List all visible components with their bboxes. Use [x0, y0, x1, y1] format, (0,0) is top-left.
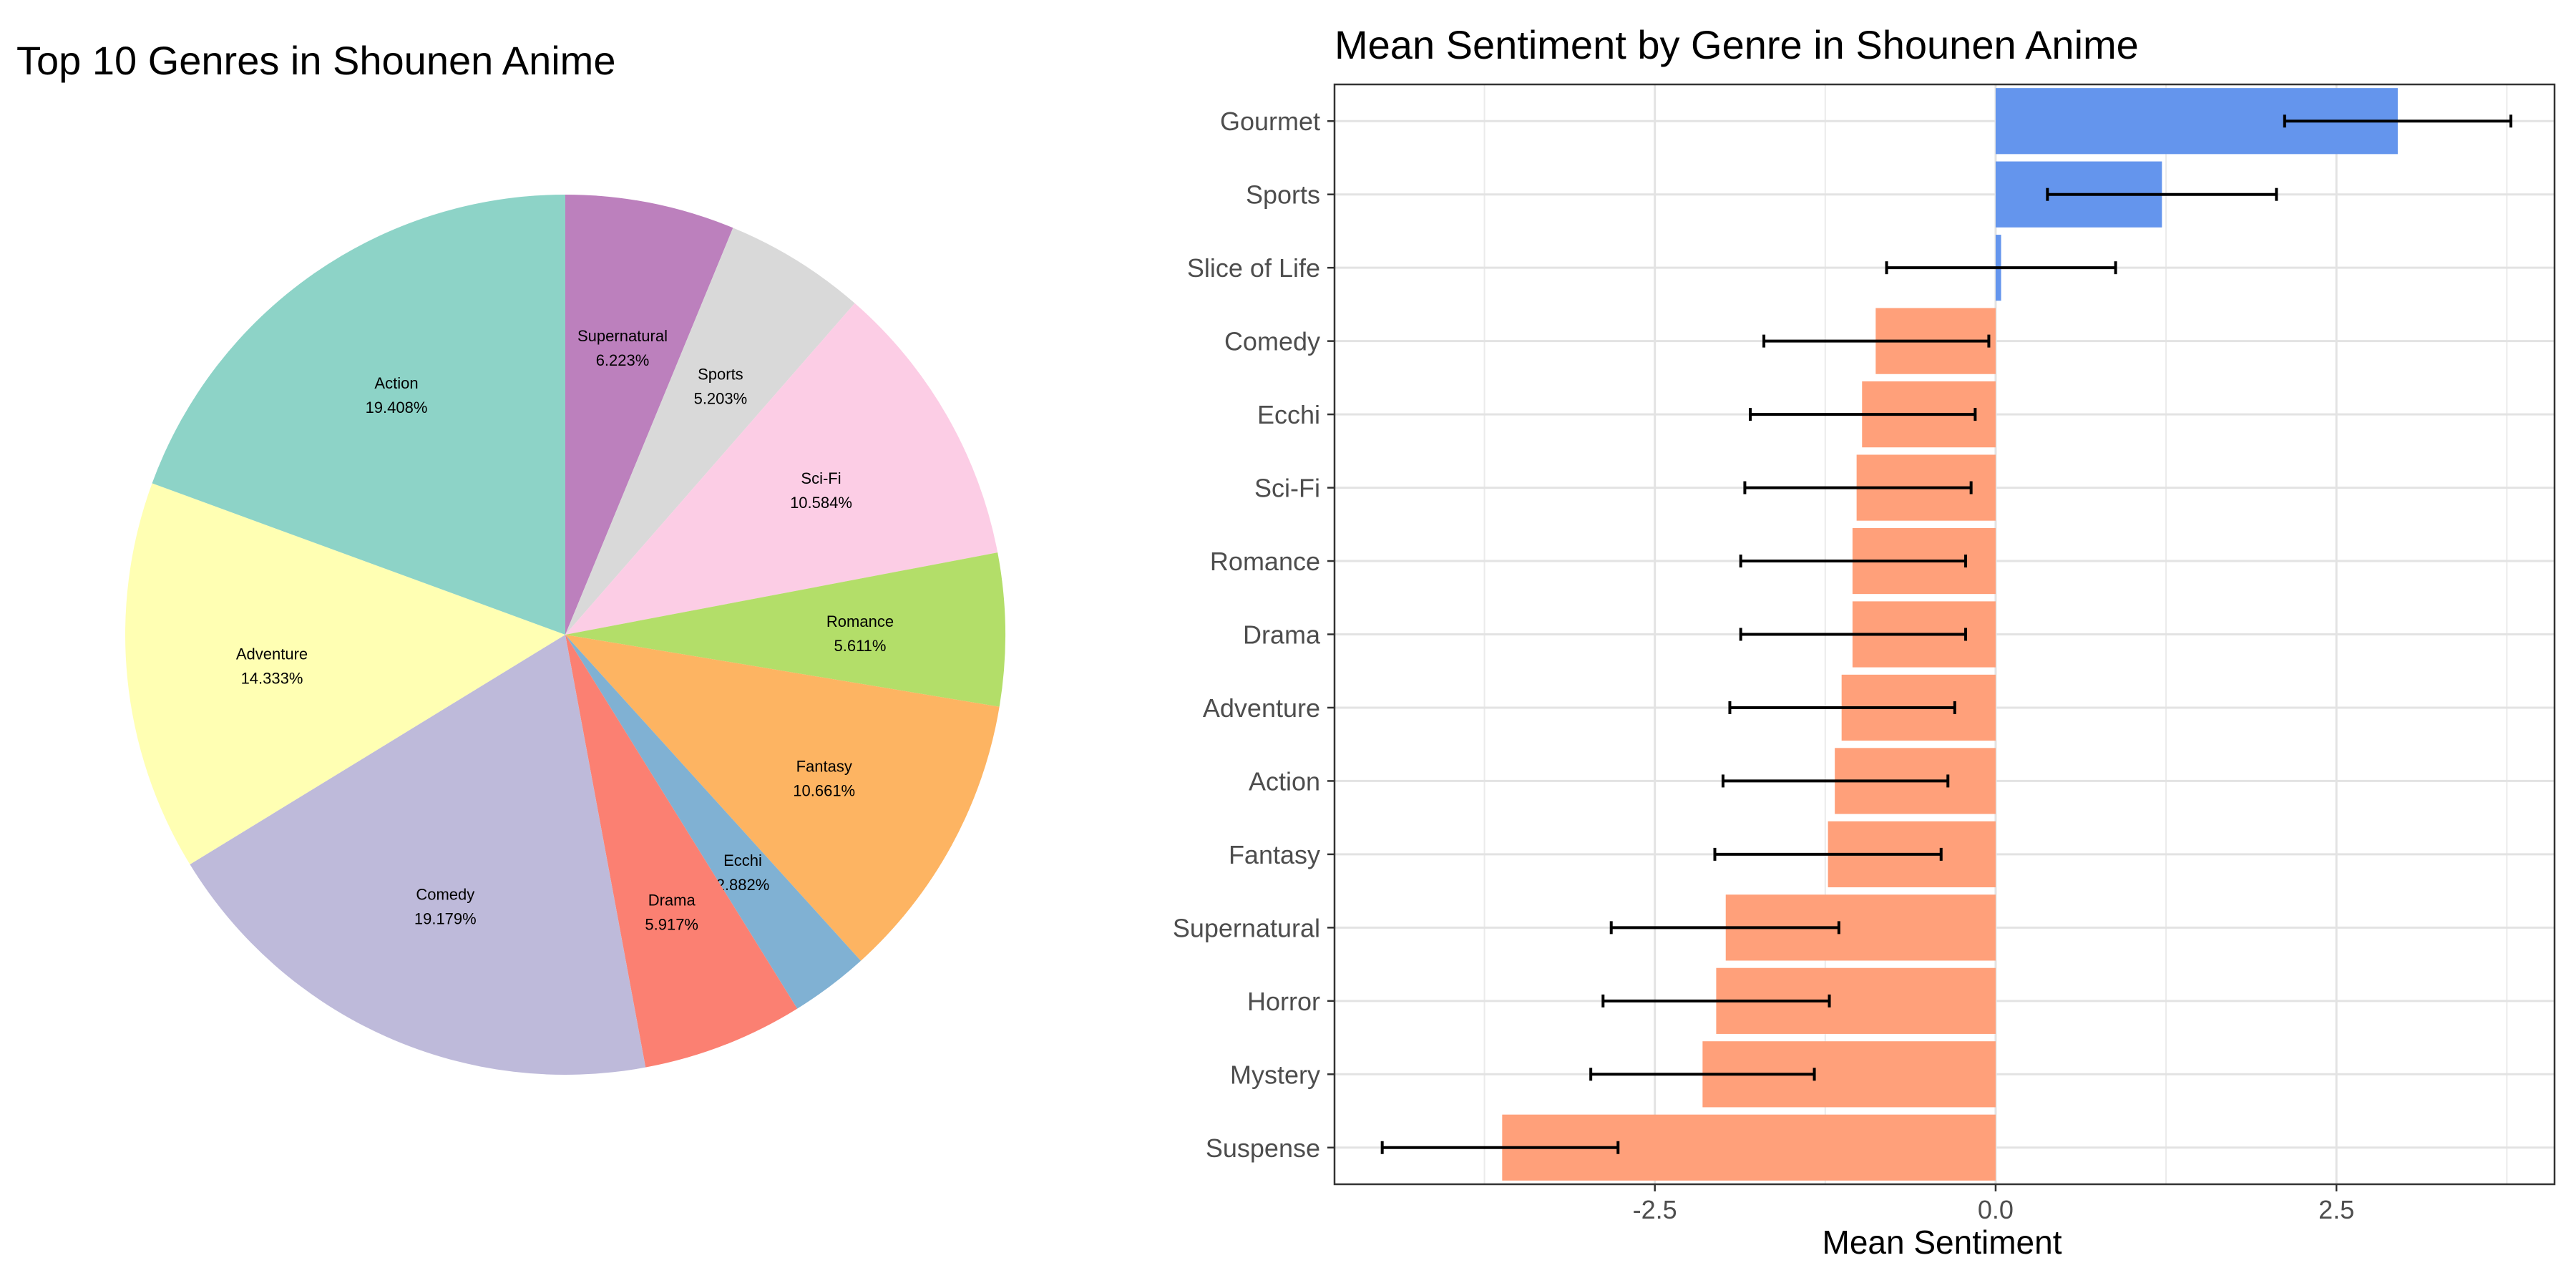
pie-chart-title: Top 10 Genres in Shounen Anime [16, 38, 615, 83]
error-bar-fantasy [1713, 847, 1943, 861]
x-tick-label: -2.5 [1633, 1195, 1677, 1224]
y-tick-label-slice-of-life: Slice of Life [1187, 253, 1320, 283]
pie-slice-fantasy [565, 635, 1000, 961]
pie-percent-fantasy: 10.661% [793, 781, 855, 799]
y-tick-label-ecchi: Ecchi [1257, 400, 1320, 429]
error-bar-action [1721, 774, 1950, 788]
y-tick-label-adventure: Adventure [1203, 693, 1320, 723]
pie-label-sci-fi: Sci-Fi [801, 469, 841, 487]
error-bar-sports [2046, 187, 2278, 201]
error-bar-mystery [1589, 1068, 1816, 1081]
pie-label-action: Action [374, 374, 418, 392]
pie-slice-romance [565, 552, 1006, 707]
x-tick-label: 0.0 [1978, 1195, 2014, 1224]
pie-label-supernatural: Supernatural [577, 327, 668, 345]
pie-percent-adventure: 14.333% [241, 670, 303, 688]
y-tick-label-suspense: Suspense [1206, 1133, 1320, 1163]
error-bar-sci-fi [1743, 481, 1973, 494]
error-bar-ecchi [1749, 408, 1977, 421]
pie-percent-romance: 5.611% [834, 637, 887, 655]
pie-label-sports: Sports [698, 366, 743, 384]
pie-percent-action: 19.408% [366, 399, 428, 416]
pie-label-adventure: Adventure [236, 645, 308, 663]
pie-percent-ecchi: 2.882% [716, 876, 770, 894]
pie-slice-drama [565, 635, 798, 1068]
y-tick-label-comedy: Comedy [1224, 327, 1320, 356]
error-bar-adventure [1728, 701, 1956, 714]
pie-slice-comedy [190, 635, 646, 1075]
y-tick-label-sports: Sports [1246, 180, 1320, 210]
y-tick-label-gourmet: Gourmet [1220, 107, 1320, 136]
pie-slice-action [152, 195, 565, 635]
pie-percent-comedy: 19.179% [414, 909, 477, 927]
pie-label-romance: Romance [826, 613, 894, 630]
bar-chart: Gourmet Sports Slice of Life Comedy Ecchi Sci… [1173, 83, 2556, 1224]
y-tick-label-action: Action [1249, 766, 1320, 796]
error-bar-horror [1601, 994, 1831, 1008]
y-tick-label-sci-fi: Sci-Fi [1254, 474, 1320, 503]
error-bar-romance [1739, 555, 1968, 568]
y-tick-label-fantasy: Fantasy [1229, 840, 1320, 869]
y-tick-label-romance: Romance [1210, 547, 1320, 576]
pie-slice-sci-fi [565, 303, 998, 635]
pie-percent-supernatural: 6.223% [596, 351, 650, 369]
pie-label-fantasy: Fantasy [796, 757, 852, 775]
error-bar-drama [1739, 628, 1968, 641]
pie-percent-sports: 5.203% [694, 390, 748, 408]
pie-label-comedy: Comedy [416, 885, 474, 903]
pie-percent-sci-fi: 10.584% [790, 494, 852, 512]
pie-slice-sports [565, 228, 855, 635]
error-bar-suspense [1380, 1141, 1620, 1154]
x-axis-title: Mean Sentiment [1823, 1224, 2062, 1261]
pie-chart: Supernatural 6.223% Sports 5.203% Sci-Fi 10.5… [125, 195, 1006, 1075]
pie-label-ecchi: Ecchi [723, 852, 762, 869]
pie-slice-supernatural [565, 195, 733, 635]
x-tick-label: 2.5 [2318, 1195, 2354, 1224]
bar-chart-title: Mean Sentiment by Genre in Shounen Anime [1335, 22, 2139, 67]
y-tick-label-supernatural: Supernatural [1173, 913, 1320, 942]
y-tick-label-mystery: Mystery [1230, 1060, 1320, 1089]
error-bar-supernatural [1609, 921, 1840, 935]
pie-slice-adventure [125, 483, 566, 865]
pie-slice-ecchi [565, 635, 861, 1009]
error-bar-slice-of-life [1885, 261, 2117, 275]
y-tick-label-drama: Drama [1243, 620, 1321, 650]
pie-percent-drama: 5.917% [645, 915, 698, 933]
pie-label-drama: Drama [648, 891, 696, 909]
y-tick-label-horror: Horror [1247, 987, 1320, 1016]
error-bar-gourmet [2283, 114, 2513, 128]
error-bar-comedy [1762, 334, 1991, 348]
